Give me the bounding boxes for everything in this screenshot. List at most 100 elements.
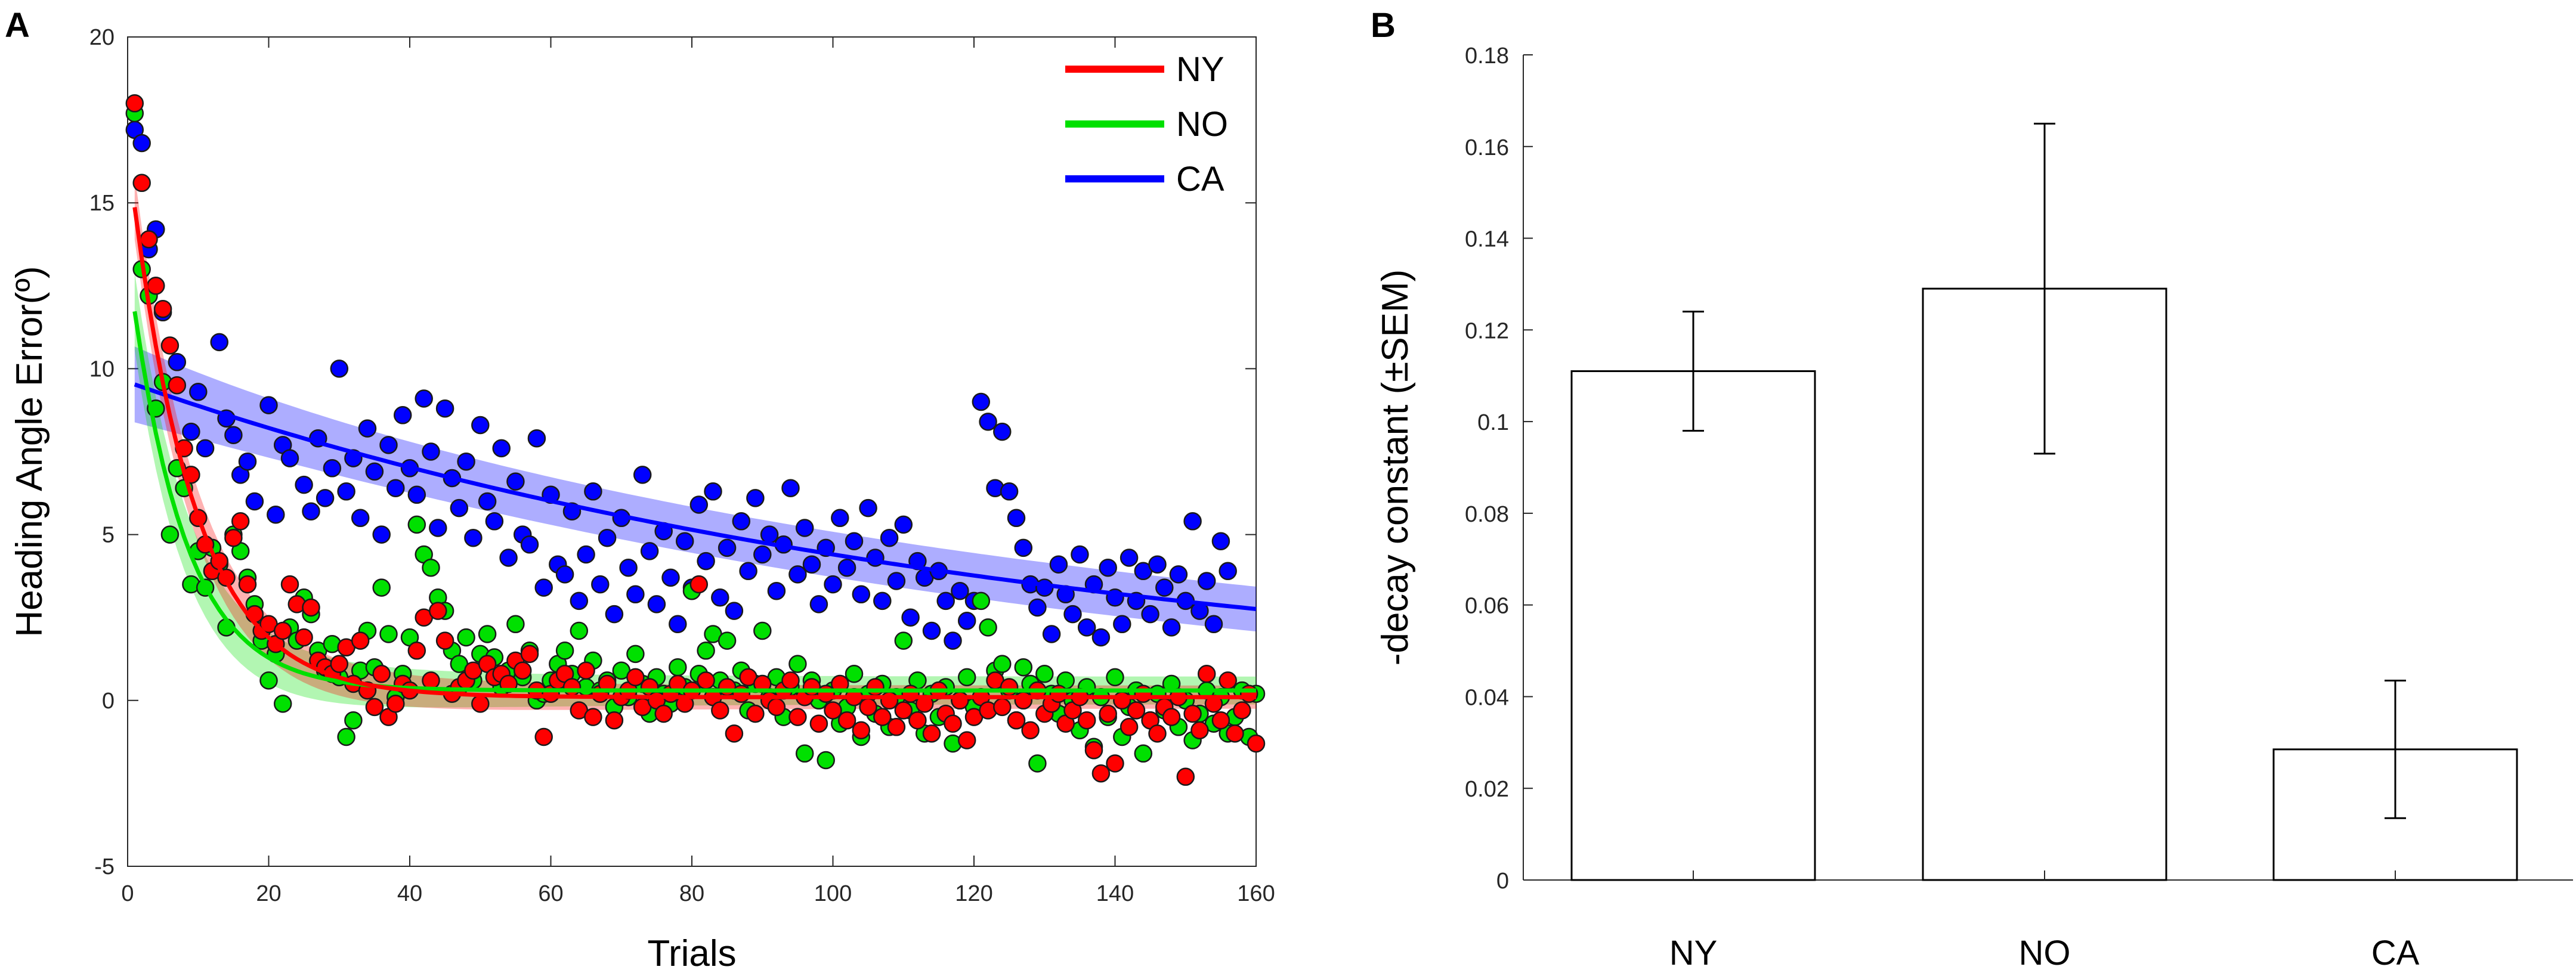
data-point (584, 708, 602, 726)
y-tick-label: 0.12 (1465, 318, 1509, 343)
data-point (605, 711, 624, 730)
data-point (711, 588, 729, 607)
data-point (584, 482, 602, 501)
x-tick-label: 120 (955, 881, 992, 906)
data-point (273, 695, 292, 713)
data-point (852, 721, 871, 740)
y-tick-label: 0 (102, 689, 115, 714)
data-point (669, 658, 687, 677)
y-tick-label: 0.18 (1465, 44, 1509, 69)
data-point (577, 661, 595, 680)
data-point (598, 528, 617, 547)
data-point (125, 94, 144, 113)
data-point (689, 575, 709, 594)
data-point (1021, 721, 1040, 740)
data-point (1134, 744, 1153, 763)
data-point (654, 704, 673, 723)
data-point (1049, 684, 1068, 703)
data-point (492, 439, 511, 458)
data-point (478, 492, 497, 511)
data-point (160, 336, 180, 355)
data-point (972, 392, 991, 411)
data-point (626, 668, 645, 687)
data-point (809, 714, 828, 733)
data-point (1141, 605, 1159, 624)
data-point (570, 591, 589, 611)
data-point (1035, 665, 1054, 683)
data-point (887, 718, 906, 736)
data-point (132, 134, 151, 153)
data-point (788, 655, 807, 673)
data-point (1134, 684, 1153, 703)
data-point (1049, 555, 1068, 574)
data-point (280, 575, 299, 594)
data-point (951, 581, 969, 600)
data-point (555, 565, 574, 584)
panel-a: A 0 20 40 60 80 100 120 140 160-505101520TrialsH… (5, 6, 1275, 974)
panel-a-letter: A (5, 6, 30, 45)
data-point (302, 502, 320, 520)
data-point (1183, 512, 1202, 531)
data-point (435, 631, 454, 650)
data-point (859, 698, 877, 717)
data-point (817, 684, 835, 703)
data-point (316, 489, 335, 507)
data-point (196, 439, 215, 458)
y-tick-label: 0.02 (1465, 777, 1509, 802)
data-point (1190, 721, 1209, 740)
data-point (435, 399, 454, 418)
data-point (993, 698, 1012, 717)
panel-b-letter: B (1371, 6, 1396, 45)
fit-line-ca (134, 382, 1257, 611)
data-point (372, 665, 391, 683)
data-point (259, 396, 278, 414)
y-tick-label: 0.06 (1465, 594, 1509, 619)
data-point (626, 585, 645, 604)
data-point (302, 598, 320, 617)
data-point (859, 498, 877, 518)
data-point (704, 482, 722, 501)
data-point (866, 678, 885, 696)
data-point (922, 724, 941, 743)
data-point (957, 731, 976, 749)
y-tick-label: 20 (89, 25, 115, 50)
data-point (168, 376, 187, 395)
data-point (633, 466, 652, 484)
data-point (429, 519, 447, 537)
data-point (471, 695, 490, 713)
data-point (1028, 598, 1047, 617)
data-point (1197, 665, 1216, 683)
data-point (824, 701, 842, 720)
data-point (795, 744, 814, 763)
data-point (577, 545, 595, 564)
data-point (824, 575, 842, 594)
data-point (661, 568, 680, 587)
y-tick-label: 5 (102, 523, 115, 548)
data-point (739, 562, 757, 581)
data-point (245, 492, 264, 511)
fit-line-ny (132, 207, 1256, 699)
bar-ny (1570, 370, 1816, 881)
fit-line-no (132, 311, 1256, 693)
data-point (210, 333, 228, 352)
data-point (407, 485, 426, 504)
data-point (1239, 684, 1258, 703)
data-point (570, 621, 589, 640)
data-point (224, 426, 243, 444)
data-point (675, 532, 694, 550)
data-point (1247, 734, 1266, 753)
data-point (591, 575, 610, 594)
data-point (513, 661, 532, 680)
data-point (1162, 618, 1181, 637)
data-point (1014, 658, 1033, 677)
data-point (295, 475, 313, 494)
data-point (781, 479, 800, 497)
data-point (831, 509, 849, 528)
data-point (837, 558, 856, 577)
data-point (640, 542, 659, 560)
data-point (1042, 625, 1061, 643)
series-ca-points (125, 120, 1237, 650)
data-point (788, 708, 807, 726)
data-point (1091, 628, 1111, 647)
x-tick-label: 40 (397, 881, 422, 906)
